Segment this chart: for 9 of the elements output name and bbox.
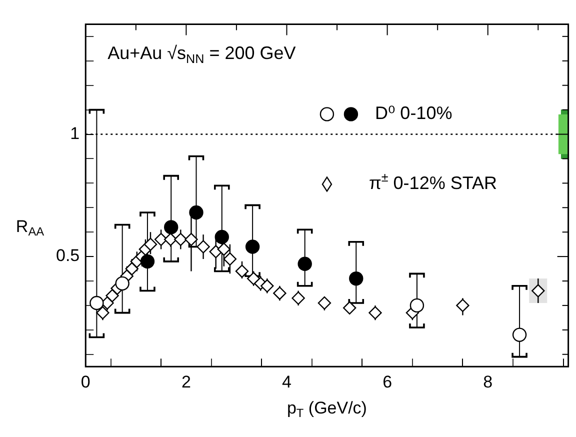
x-tick-label: 4	[282, 372, 292, 392]
x-tick-label: 2	[181, 372, 191, 392]
x-tick-label: 8	[483, 372, 493, 392]
y-tick-label: 1	[70, 124, 80, 143]
x-tick-label: 6	[382, 372, 392, 392]
x-tick-label: 0	[80, 372, 90, 392]
y-tick-label: 0.5	[56, 246, 80, 266]
legend-label: π± 0-12% STAR	[368, 170, 497, 194]
legend-label: D⁰ 0-10%	[374, 103, 452, 124]
